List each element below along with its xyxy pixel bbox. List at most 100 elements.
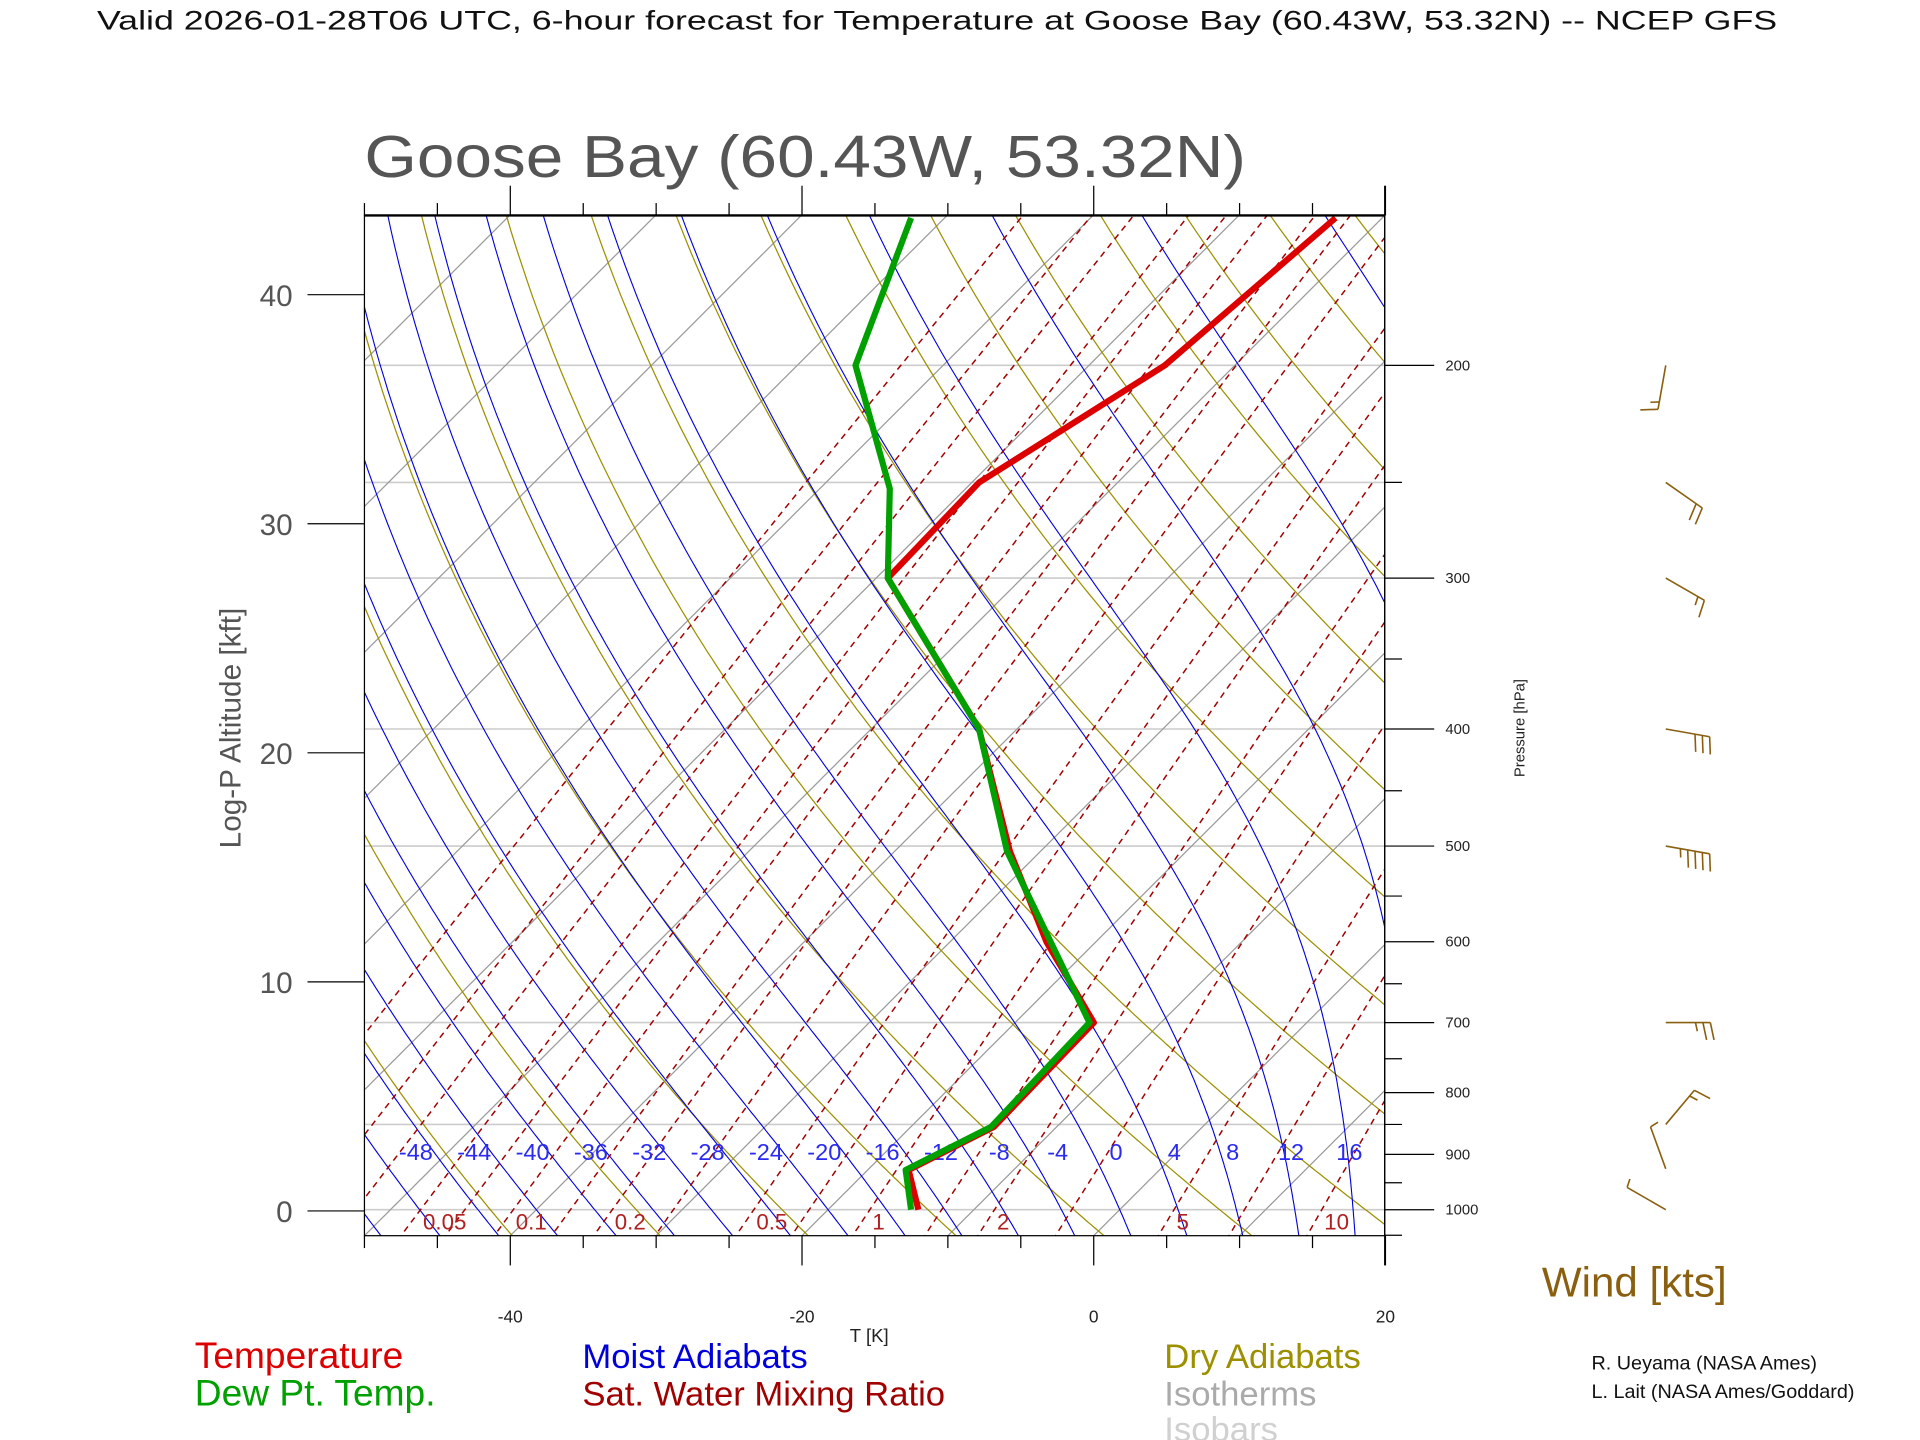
- dry-adiabat-line: [1660, 178, 1920, 1240]
- isotherm-line: [364, 215, 511, 362]
- altitude-tick-label: 20: [260, 738, 293, 771]
- header-title: Valid 2026-01-28T06 UTC, 6-hour forecast…: [97, 5, 1777, 36]
- pressure-tick-label: 200: [1445, 358, 1470, 374]
- moist-adiabat-line: [364, 458, 849, 1236]
- isotherm-line: [1238, 1089, 1385, 1236]
- mixing-ratio-line: [976, 620, 1385, 1236]
- mixing-ratio-label: 5: [1176, 1210, 1188, 1235]
- mixing-ratio-label: 10: [1324, 1210, 1349, 1235]
- moist-adiabat-label: 0: [1109, 1139, 1122, 1165]
- pressure-tick-label: 700: [1445, 1016, 1470, 1032]
- moist-adiabat-line: [1696, 178, 1920, 1240]
- dry-adiabat-line: [1354, 215, 1385, 255]
- dry-adiabat-line: [1269, 215, 1385, 364]
- legend-dewpoint: Dew Pt. Temp.: [195, 1371, 436, 1413]
- pressure-tick-label: 800: [1445, 1086, 1470, 1102]
- dry-adiabat-line: [364, 1234, 366, 1236]
- wind-barb: [1640, 365, 1667, 411]
- dry-adiabat-line: [364, 833, 661, 1236]
- wind-barb: [1665, 845, 1712, 872]
- mixing-ratio-line: [1228, 974, 1385, 1236]
- wind-barb: [1665, 481, 1704, 525]
- mixing-ratio-line: [1464, 178, 1920, 1240]
- dry-adiabat-line: [505, 215, 1253, 1236]
- x-tick-label: -20: [789, 1306, 814, 1326]
- mixing-ratio-line: [400, 215, 1190, 1236]
- wind-barb: [1665, 1021, 1715, 1041]
- barb-half: [1694, 596, 1699, 606]
- isotherm-line: [364, 215, 1385, 1236]
- mixing-ratio-line: [444, 215, 1227, 1236]
- barb-half: [1626, 1178, 1631, 1188]
- axes: -40 -20 0 200102030401000900800700600500400…: [260, 185, 1478, 1326]
- isotherm-line: [1384, 1235, 1385, 1236]
- dry-adiabat-line: [1827, 178, 1920, 1240]
- moist-adiabat-label: -44: [457, 1139, 491, 1165]
- dry-adiabat-line: [845, 215, 1385, 898]
- dry-adiabat-line: [1494, 178, 1920, 1240]
- wind-barbs: [1626, 365, 1715, 1211]
- mixing-ratio-label: 2: [997, 1210, 1009, 1235]
- dry-adiabat-line: [929, 215, 1385, 791]
- isotherm-line: [946, 797, 1385, 1236]
- y-axis-left-label: Log-P Altitude [kft]: [215, 608, 248, 849]
- pressure-tick-label: 1000: [1445, 1203, 1478, 1219]
- dewpoint-curve: [852, 216, 1093, 1211]
- barb-full: [1709, 1022, 1715, 1041]
- barb-staff: [1649, 1126, 1667, 1170]
- wind-barb: [1649, 1121, 1667, 1170]
- barb-half: [1689, 1095, 1698, 1101]
- mixing-ratio-line: [1054, 723, 1385, 1236]
- legend-mixing-ratio: Sat. Water Mixing Ratio: [582, 1375, 945, 1413]
- wind-barb: [1665, 577, 1706, 618]
- moist-adiabat-line: [0, 178, 207, 1240]
- barb-full: [1698, 600, 1706, 618]
- altitude-tick-label: 0: [276, 1196, 293, 1229]
- mixing-ratio-line: [364, 215, 1135, 1200]
- moist-adiabat-label: -40: [516, 1139, 550, 1165]
- credit-line-2: L. Lait (NASA Ames/Goddard): [1591, 1381, 1854, 1403]
- isotherm-line: [1673, 178, 1920, 1240]
- x-tick-label: 20: [1376, 1306, 1395, 1326]
- dry-adiabat-line: [1910, 178, 1920, 1240]
- barb-full: [1694, 1089, 1711, 1100]
- moist-adiabat-line: [364, 968, 559, 1236]
- moist-adiabat-label: -32: [632, 1139, 666, 1165]
- barb-staff: [1657, 365, 1667, 410]
- mixing-ratio-line: [1157, 868, 1385, 1236]
- mixing-ratio-line: [734, 327, 1385, 1236]
- barb-full: [1640, 408, 1659, 411]
- mixing-ratio-line: [493, 215, 1268, 1236]
- moist-adiabat-line: [766, 215, 1300, 1236]
- moist-adiabat-label: 12: [1278, 1139, 1304, 1165]
- wind-barb: [1626, 1178, 1667, 1211]
- mixing-ratio-label: 0.05: [423, 1210, 466, 1235]
- isotherm-line: [801, 652, 1385, 1236]
- moist-adiabat-line: [0, 178, 325, 1240]
- isotherm-line: [364, 215, 365, 216]
- moist-adiabat-line: [434, 215, 1020, 1236]
- moist-adiabat-line: [364, 690, 734, 1236]
- moist-adiabat-line: [680, 215, 1244, 1236]
- moist-adiabat-label: -8: [989, 1139, 1010, 1165]
- chart-title: Goose Bay (60.43W, 53.32N): [364, 123, 1246, 190]
- barb-full: [1702, 1022, 1708, 1041]
- mixing-ratio-line: [550, 215, 1317, 1236]
- mixing-ratio-label: 0.1: [516, 1210, 547, 1235]
- mixing-ratio-label: 0.2: [615, 1210, 646, 1235]
- mixing-ratio-line: [1396, 178, 1920, 1240]
- barb-staff: [1665, 481, 1703, 509]
- barb-full: [1708, 736, 1712, 755]
- legend-dry-adiabats: Dry Adiabats: [1164, 1338, 1360, 1376]
- pressure-tick-label: 300: [1445, 571, 1470, 587]
- dry-adiabat-line: [1411, 178, 1920, 1240]
- dry-adiabat-line: [1014, 215, 1385, 684]
- dry-adiabat-line: [420, 215, 1105, 1236]
- isotherm-line: [1527, 178, 1920, 1240]
- isotherm-line: [0, 178, 109, 1240]
- isotherm-line: [364, 215, 1240, 1091]
- dry-adiabat-line: [364, 1039, 514, 1236]
- x-axis-label: T [K]: [850, 1325, 889, 1346]
- barb-full: [1688, 503, 1697, 521]
- barb-full: [1701, 852, 1704, 871]
